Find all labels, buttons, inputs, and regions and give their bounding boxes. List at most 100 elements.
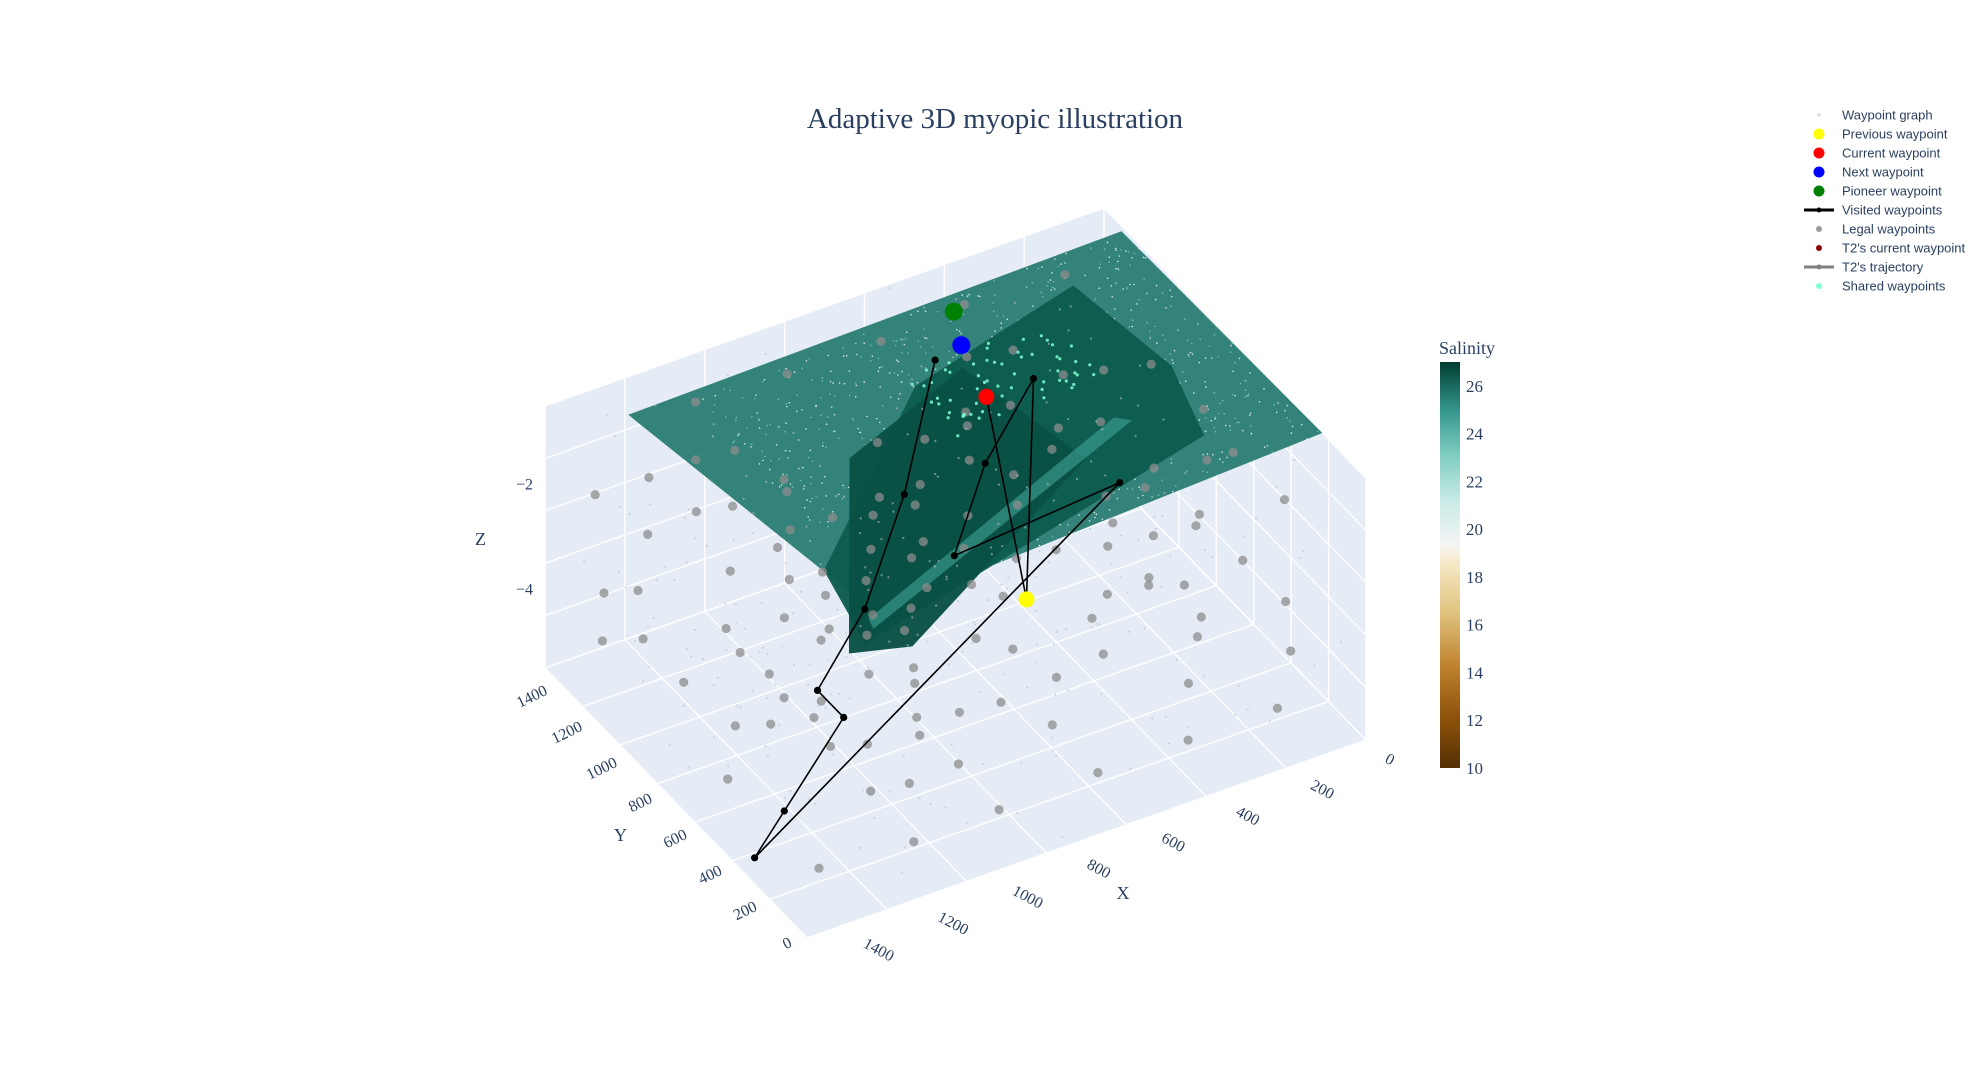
surface-speckle	[821, 377, 823, 379]
legend-item[interactable]: Previous waypoint	[1813, 127, 1948, 142]
shared-waypoint	[975, 387, 979, 391]
legend-item[interactable]: Legal waypoints	[1816, 222, 1936, 237]
grid-line-floor-x	[624, 639, 888, 911]
legal-waypoint	[998, 591, 1008, 601]
surface-speckle	[1244, 389, 1247, 391]
legend-item[interactable]: Next waypoint	[1813, 165, 1925, 180]
surface-speckle	[1286, 416, 1288, 419]
shared-waypoint	[1019, 355, 1024, 359]
waypoint-graph-point	[618, 505, 621, 508]
waypoint-graph-point	[944, 806, 947, 809]
surface-speckle	[788, 401, 791, 404]
waypoint-graph-point	[1101, 428, 1104, 431]
surface-speckle	[770, 460, 772, 462]
waypoint-graph-point	[901, 872, 904, 875]
surface-speckle	[966, 295, 969, 298]
legend-item[interactable]: Shared waypoints	[1816, 279, 1946, 294]
surface-speckle	[784, 449, 787, 452]
surface-speckle	[1229, 351, 1232, 354]
salinity-surface-highlight	[868, 417, 1132, 629]
waypoint-graph-point	[994, 468, 998, 471]
waypoint-graph-point	[1100, 692, 1103, 696]
surface-speckle	[1000, 327, 1003, 329]
surface-speckle	[1064, 262, 1066, 264]
legend-marker	[1813, 185, 1825, 197]
surface-speckle	[1317, 430, 1319, 433]
legal-waypoint	[1191, 521, 1201, 531]
waypoint-graph-point	[888, 640, 891, 643]
waypoint-graph-point	[1052, 499, 1055, 502]
waypoint-graph-point	[799, 590, 803, 593]
waypoint-graph-point	[869, 571, 872, 574]
waypoint-graph-point	[989, 546, 993, 549]
surface-speckle	[897, 374, 899, 376]
legal-waypoint	[1093, 768, 1103, 778]
surface-speckle	[1199, 338, 1202, 341]
surface-speckle	[877, 370, 880, 373]
colorbar-tick-label: 26	[1466, 377, 1483, 396]
waypoint-graph-point	[1035, 609, 1038, 612]
surface-speckle	[1154, 298, 1157, 301]
surface-speckle	[741, 396, 744, 399]
legal-waypoint	[779, 613, 790, 623]
surface-speckle	[879, 386, 881, 388]
legend-item[interactable]: Current waypoint	[1813, 146, 1941, 161]
waypoint-graph-point	[888, 790, 891, 793]
waypoint-graph-point	[826, 659, 830, 662]
surface-speckle	[842, 484, 844, 487]
legal-waypoint	[1012, 500, 1023, 510]
waypoint-graph-point	[978, 691, 982, 694]
legal-waypoint	[691, 455, 701, 465]
surface-speckle	[869, 360, 872, 362]
waypoint-graph-point	[668, 744, 672, 747]
surface-speckle	[827, 520, 829, 523]
surface-speckle	[769, 423, 771, 426]
surface-speckle	[1103, 248, 1106, 250]
shared-waypoint	[985, 358, 989, 362]
waypoint-graph-point	[945, 578, 948, 581]
surface-speckle	[1170, 462, 1173, 464]
surface-speckle	[1037, 267, 1039, 270]
surface-speckle	[1205, 386, 1207, 388]
waypoint-graph-point	[726, 374, 729, 377]
waypoint-graph-point	[789, 789, 792, 793]
waypoint-graph-point	[813, 802, 816, 805]
shared-waypoint	[1070, 386, 1074, 390]
surface-speckle	[806, 499, 808, 501]
shared-waypoint	[910, 382, 914, 386]
surface-speckle	[1006, 318, 1009, 321]
surface-speckle	[1041, 295, 1044, 298]
grid-line-floor-y	[769, 700, 1329, 901]
surface-speckle	[879, 366, 882, 369]
surface-speckle	[1032, 305, 1034, 307]
surface-speckle	[838, 493, 840, 496]
scene-3d[interactable]: 0200400600800100012001400020040060080010…	[475, 207, 1397, 965]
legal-waypoint	[959, 299, 970, 310]
surface-speckle	[907, 374, 910, 376]
legal-waypoint	[1051, 672, 1061, 683]
surface-speckle	[977, 295, 979, 297]
surface-speckle	[824, 475, 826, 478]
surface-speckle	[1172, 362, 1174, 364]
legend-item[interactable]: T2's trajectory	[1804, 260, 1924, 275]
visited-waypoint	[861, 605, 869, 613]
x-tick-label: 1400	[860, 935, 896, 965]
surface-speckle	[811, 460, 814, 462]
waypoint-graph-point	[911, 616, 914, 619]
waypoint-graph-point	[1233, 714, 1236, 717]
surface-speckle	[789, 450, 791, 452]
surface-speckle	[1213, 426, 1216, 429]
waypoint-graph-point	[1126, 287, 1129, 290]
surface-speckle	[1244, 395, 1247, 398]
legend-item[interactable]: Pioneer waypoint	[1813, 184, 1943, 199]
surface-speckle	[1149, 330, 1151, 333]
surface-speckle	[808, 519, 811, 521]
surface-speckle	[1191, 353, 1194, 355]
surface-speckle	[871, 355, 874, 358]
legend-item[interactable]: T2's current waypoint	[1816, 241, 1966, 256]
legend-item[interactable]: Visited waypoints	[1804, 203, 1943, 218]
waypoint-graph-point	[1064, 628, 1068, 631]
shared-waypoint	[982, 380, 987, 384]
waypoint-graph-point	[1210, 357, 1213, 360]
legend-item[interactable]: Waypoint graph	[1817, 108, 1933, 123]
